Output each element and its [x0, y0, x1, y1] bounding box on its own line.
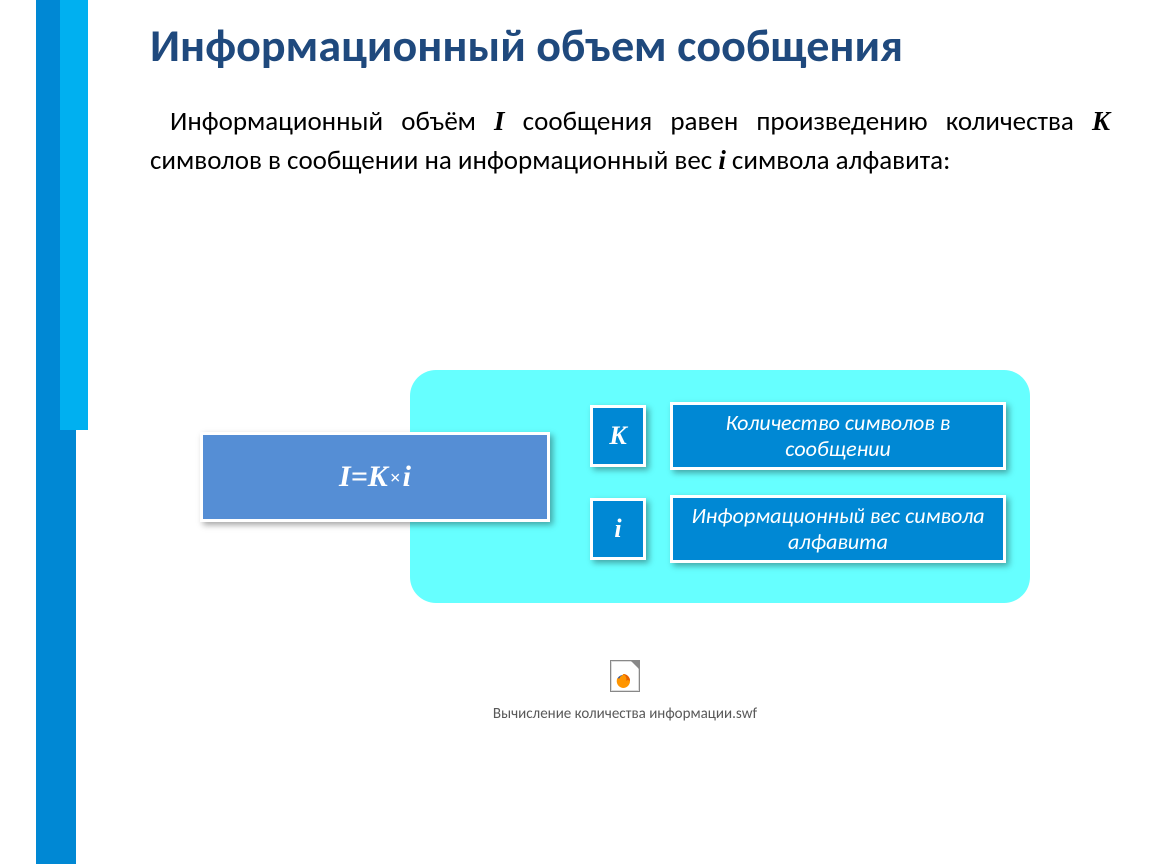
formula-times: ×: [388, 468, 403, 490]
symbol-box-K: K: [590, 405, 646, 467]
side-accent-bar-light: [60, 0, 88, 430]
formula-lhs: I: [339, 460, 351, 494]
variable-i: i: [718, 145, 726, 175]
text-segment: Информационный объём: [170, 105, 494, 138]
formula-box: I = K× i: [200, 432, 550, 522]
variable-I: I: [494, 106, 505, 136]
desc-i-text: Информационный вес символа алфавита: [677, 503, 999, 556]
formula-K: K: [368, 460, 388, 494]
body-paragraph: Информационный объём I сообщения равен п…: [150, 102, 1110, 180]
slide-content: Информационный объем сообщения Информаци…: [150, 18, 1110, 180]
desc-box-i: Информационный вес символа алфавита: [670, 495, 1006, 563]
slide-title: Информационный объем сообщения: [150, 18, 1110, 76]
text-segment: символов в сообщении на информационный в…: [150, 144, 718, 177]
formula-diagram: I = K× i K i Количество символов в сообщ…: [200, 370, 1030, 620]
symbol-box-i: i: [590, 498, 646, 560]
text-segment: сообщения равен произведению количества: [505, 105, 1092, 138]
symbol-i: i: [614, 514, 621, 544]
formula-eq: =: [351, 460, 368, 494]
text-segment: символа алфавита:: [726, 144, 951, 177]
formula-i: i: [403, 460, 411, 494]
desc-box-K: Количество символов в сообщении: [670, 402, 1006, 470]
embedded-file-link[interactable]: Вычисление количества информации.swf: [465, 660, 785, 723]
variable-K: K: [1092, 106, 1110, 136]
firefox-swf-icon: [610, 660, 640, 692]
desc-K-text: Количество символов в сообщении: [677, 410, 999, 463]
symbol-K: K: [609, 421, 626, 451]
file-label: Вычисление количества информации.swf: [465, 705, 785, 723]
